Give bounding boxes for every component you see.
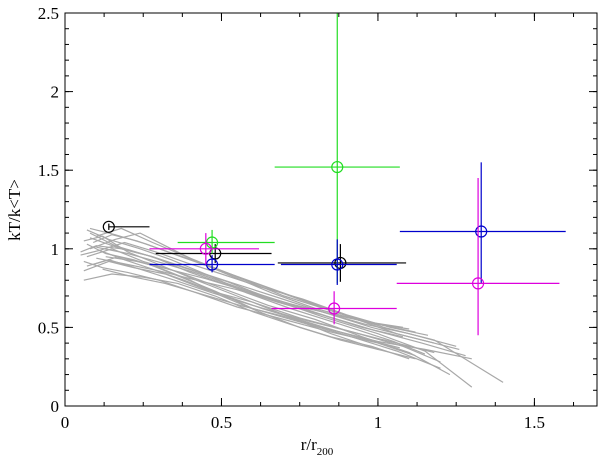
point-marker	[102, 220, 115, 233]
y-tick-label: 2.5	[38, 4, 59, 23]
profile-line-13	[83, 260, 416, 357]
x-tick-label: 1.5	[524, 413, 545, 432]
point-marker	[209, 247, 222, 260]
data-point-s3-2	[396, 178, 560, 336]
axis-ticks: 0 0.5 1 1.5 0 0.5 1 1.5 2 2.5	[38, 4, 597, 432]
point-marker	[199, 242, 212, 255]
data-point-s1-0	[177, 229, 275, 254]
profile-line-17	[80, 249, 400, 349]
profile-line-2	[89, 232, 473, 388]
profile-line-4	[96, 227, 504, 383]
profile-line-20	[105, 256, 410, 330]
profile-line-0	[83, 235, 416, 360]
y-axis-label: kT/k<T>	[5, 179, 24, 241]
y-tick-label: 2	[51, 83, 60, 102]
x-axis-label: r/r200	[301, 435, 334, 458]
plot-frame	[64, 12, 598, 407]
profile-line-19	[86, 259, 435, 354]
profile-line-15	[102, 268, 472, 360]
data-point-s2-2	[399, 162, 566, 284]
temperature-profiles	[80, 227, 504, 388]
point-marker	[475, 225, 488, 238]
profile-line-10	[96, 257, 457, 347]
y-tick-label: 1	[51, 240, 60, 259]
data-point-s1-1	[274, 13, 400, 284]
data-point-s3-1	[271, 291, 397, 325]
data-points	[102, 13, 566, 336]
x-axis-label-main: r/r	[301, 435, 317, 454]
point-marker	[471, 277, 485, 290]
x-tick-label: 1	[374, 413, 383, 432]
x-tick-label: 0.5	[211, 413, 232, 432]
data-point-s0-0	[102, 220, 150, 233]
data-point-s2-0	[149, 255, 275, 273]
profile-line-3	[83, 260, 441, 363]
point-marker	[205, 236, 219, 249]
data-point-s3-0	[149, 233, 260, 265]
point-marker	[331, 160, 344, 174]
point-marker	[205, 258, 219, 271]
profile-line-8	[83, 273, 410, 360]
point-marker	[328, 302, 341, 315]
data-point-s2-1	[280, 239, 397, 285]
profile-line-21	[89, 227, 435, 344]
y-tick-label: 0	[51, 397, 60, 416]
x-tick-label: 0	[61, 413, 70, 432]
point-marker	[331, 258, 344, 271]
x-axis-label-subscript: 200	[317, 446, 334, 458]
y-tick-label: 0.5	[38, 318, 59, 337]
y-tick-label: 1.5	[38, 161, 59, 180]
